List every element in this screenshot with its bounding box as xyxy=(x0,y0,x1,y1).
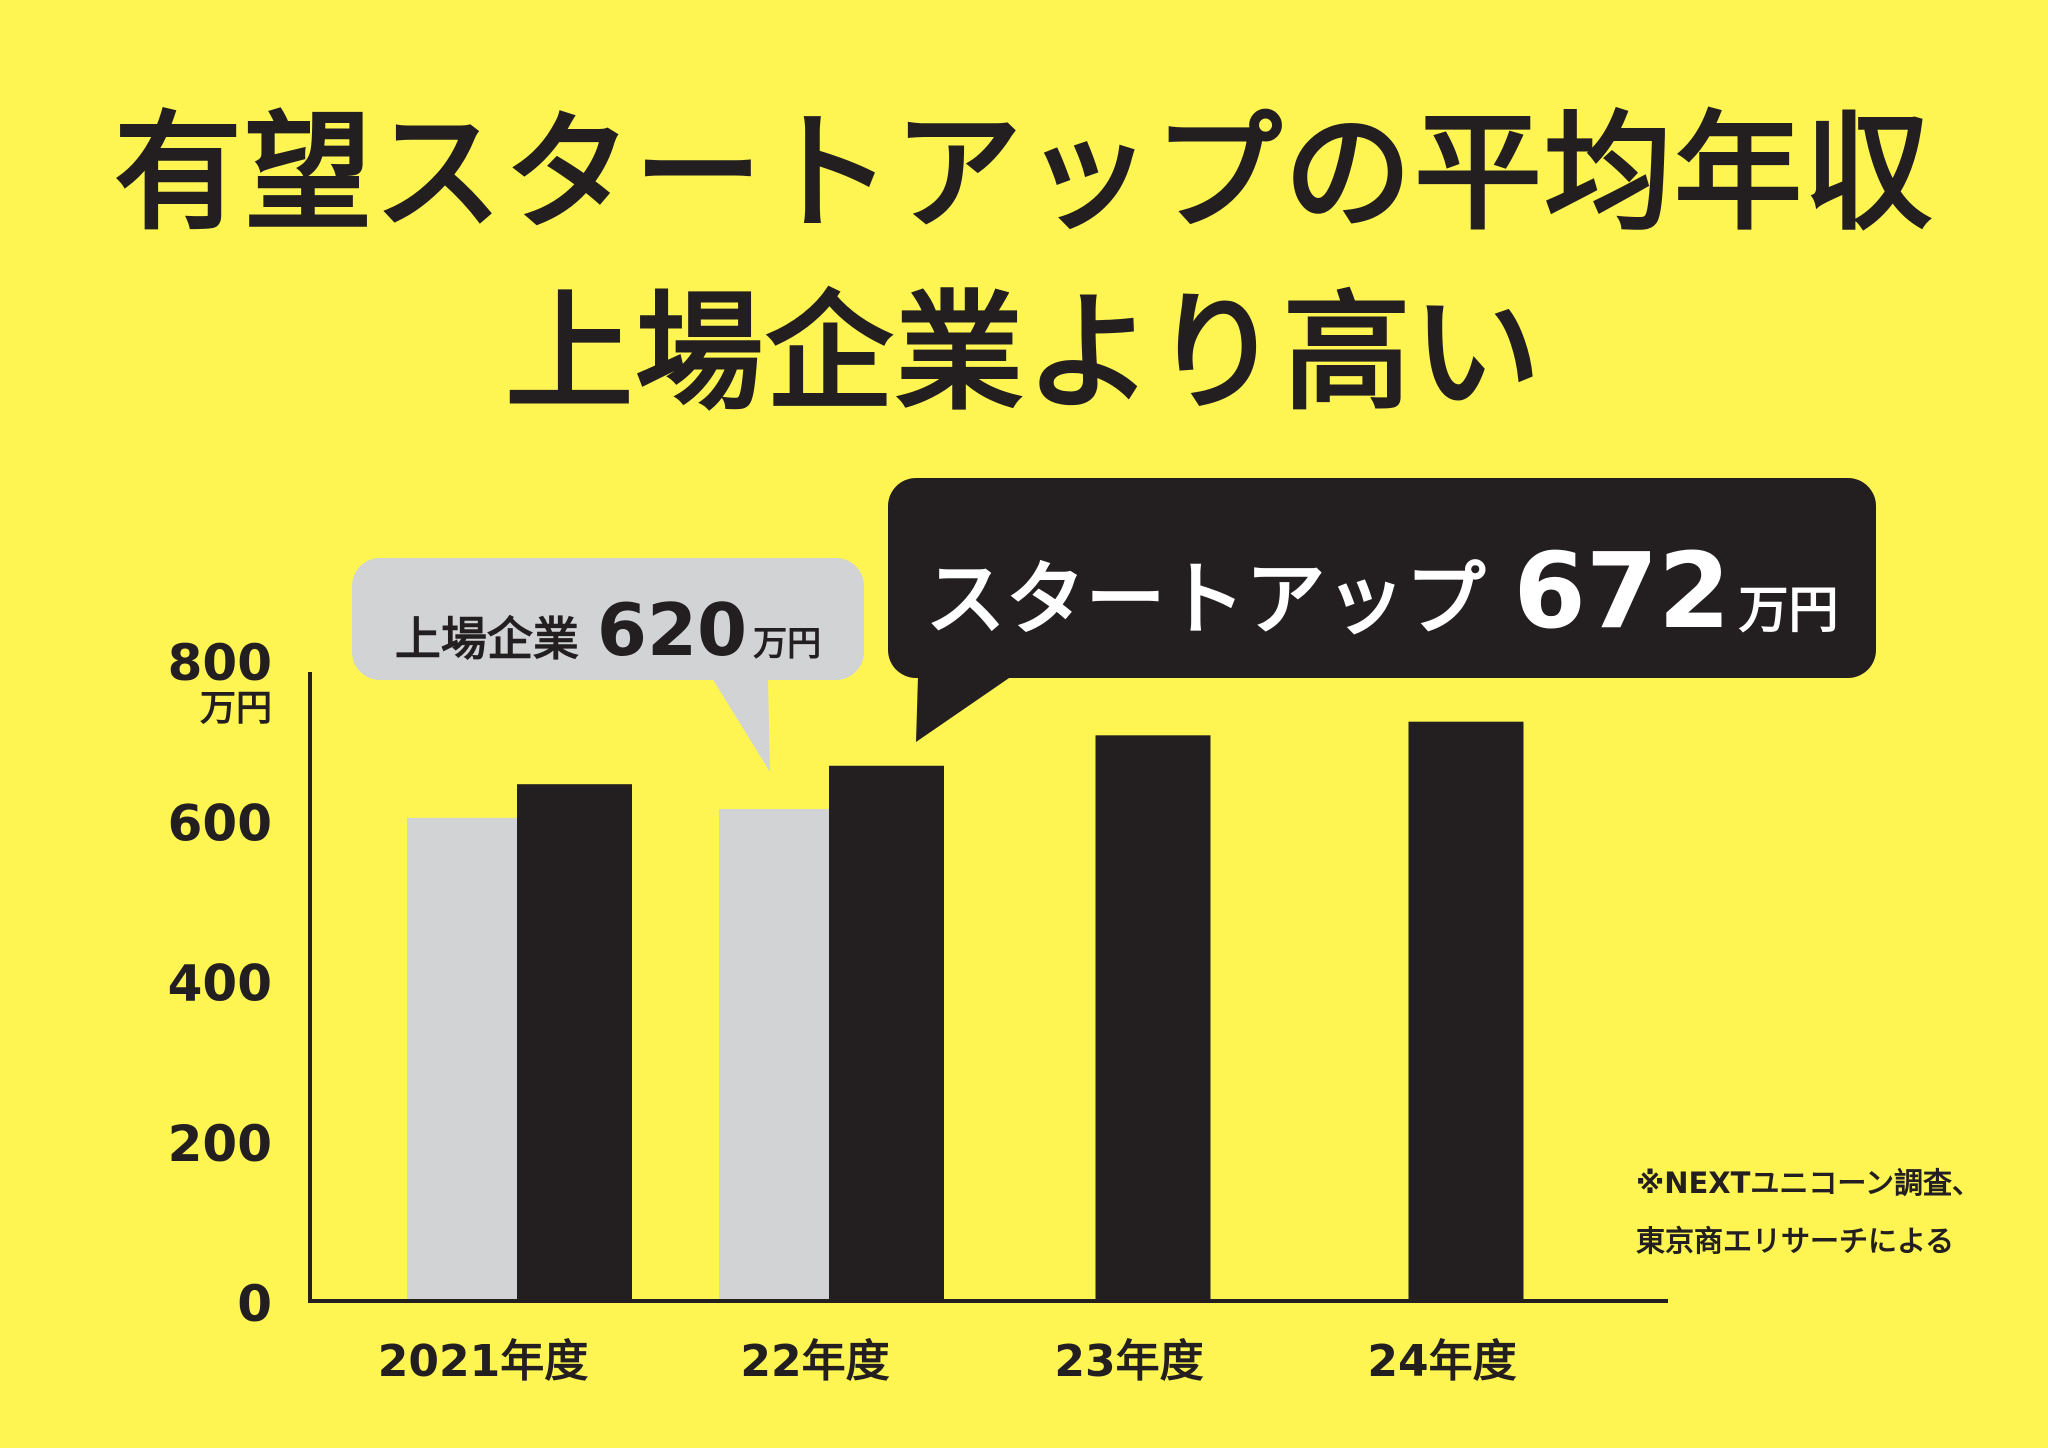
y-tick-label: 200 xyxy=(168,1115,272,1173)
x-tick-label: 2021年度 xyxy=(378,1336,588,1387)
x-tick-label: 22年度 xyxy=(740,1336,889,1387)
y-tick-label: 800 xyxy=(168,634,272,692)
bar-startup xyxy=(1408,721,1524,1301)
x-tick-label: 24年度 xyxy=(1367,1336,1516,1387)
chart-title-line1: 有望スタートアップの平均年収 xyxy=(113,99,1934,248)
callout-listed-tail xyxy=(712,678,770,772)
callout-listed-label: 上場企業 xyxy=(394,612,579,666)
y-axis-unit-label: 万円 xyxy=(200,688,272,729)
callout-listed-unit: 万円 xyxy=(753,624,822,664)
callout-startup-label: スタートアップ xyxy=(925,553,1486,646)
bar-listed xyxy=(719,809,834,1301)
bar-startup xyxy=(517,784,632,1301)
bar-listed xyxy=(407,817,522,1301)
y-tick-label: 400 xyxy=(168,955,272,1013)
callout-listed-value: 620 xyxy=(596,588,748,672)
callout-startup-unit: 万円 xyxy=(1738,581,1839,639)
callout-listed-companies: 上場企業 620 万円 xyxy=(352,558,864,680)
y-tick-label: 600 xyxy=(168,794,272,852)
callout-startup-tail xyxy=(916,676,1012,742)
x-tick-label: 23年度 xyxy=(1054,1336,1203,1387)
source-note-line2: 東京商エリサーチによる xyxy=(1636,1224,1955,1258)
source-note-line1: ※NEXTユニコーン調査、 xyxy=(1636,1166,1981,1200)
bar-startup xyxy=(1095,735,1211,1301)
y-tick-label: 0 xyxy=(237,1275,272,1333)
callout-startup-value: 672 xyxy=(1513,530,1731,652)
bar-startup xyxy=(829,765,944,1301)
chart-title-line2: 上場企業より高い xyxy=(505,279,1543,428)
callout-startup: スタートアップ 672 万円 xyxy=(888,478,1876,678)
